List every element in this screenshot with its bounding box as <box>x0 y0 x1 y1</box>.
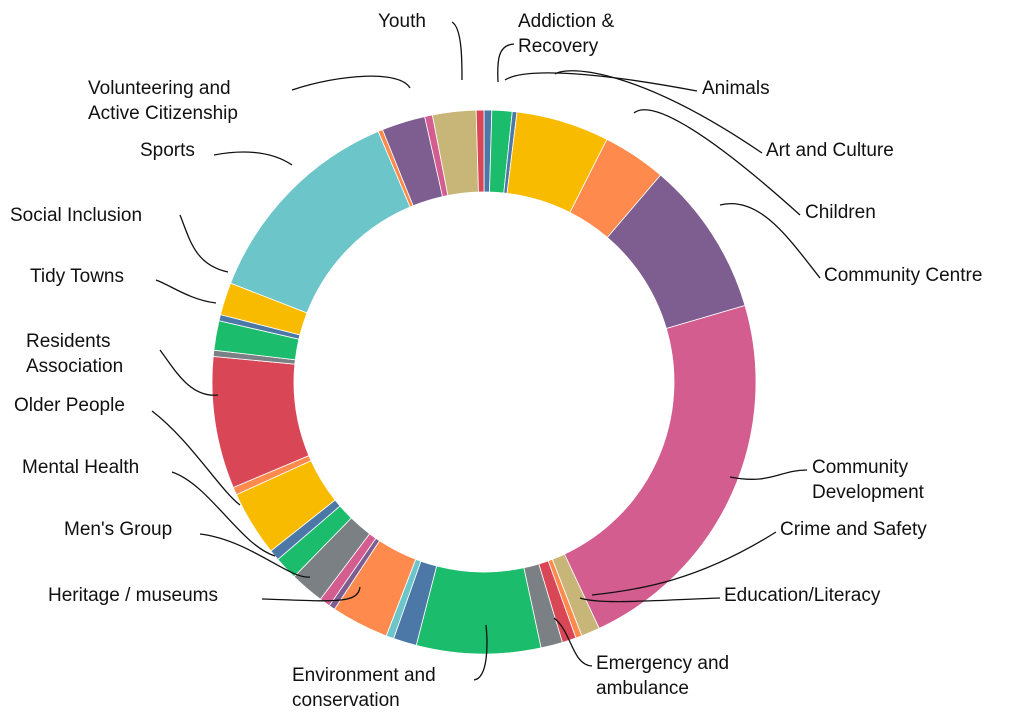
label-line: Education/Literacy <box>724 585 881 606</box>
leader-animals <box>504 72 698 92</box>
leader-lines <box>151 21 821 681</box>
label-line: Association <box>26 356 123 377</box>
leader-crime-and-safety <box>591 531 777 596</box>
leader-community-centre <box>719 202 821 279</box>
label-line: Volunteering and <box>88 78 231 99</box>
leader-sports <box>213 151 293 166</box>
label-education-literacy: Education/Literacy <box>724 585 881 606</box>
leader-social-inclusion <box>179 214 229 273</box>
label-crime-and-safety: Crime and Safety <box>780 519 927 540</box>
leader-environment-and-conservation <box>473 624 488 681</box>
label-social-inclusion: Social Inclusion <box>10 205 142 226</box>
label-men-s-group: Men's Group <box>64 519 172 540</box>
slice-community-development <box>563 304 757 629</box>
label-line: Community <box>812 457 909 478</box>
label-line: Crime and Safety <box>780 519 927 540</box>
label-line: Men's Group <box>64 519 172 540</box>
slice-sports <box>230 130 411 314</box>
label-volunteering-and-active-citizenship: Volunteering and Active Citizenship <box>88 78 238 124</box>
label-line: conservation <box>292 690 400 711</box>
label-tidy-towns: Tidy Towns <box>30 266 124 287</box>
label-children: Children <box>805 202 876 223</box>
leader-mental-health <box>171 471 276 557</box>
leader-older-people <box>151 410 241 506</box>
label-line: Community Centre <box>824 265 982 286</box>
label-line: Animals <box>702 78 770 99</box>
leader-men-s-group <box>199 533 311 578</box>
label-youth: Youth <box>378 11 426 32</box>
label-line: Heritage / museums <box>48 585 218 606</box>
leader-community-development <box>729 469 808 480</box>
slice-unlabeled-32 <box>475 109 485 193</box>
label-line: ambulance <box>596 678 689 699</box>
label-line: Mental Health <box>22 457 139 478</box>
leader-children <box>633 109 801 216</box>
label-emergency-and-ambulance: Emergency and ambulance <box>596 653 729 699</box>
label-sports: Sports <box>140 140 195 161</box>
label-line: Youth <box>378 11 426 32</box>
label-line: Development <box>812 482 925 503</box>
label-mental-health: Mental Health <box>22 457 139 478</box>
label-residents-association: Residents Association <box>26 331 123 377</box>
label-line: Residents <box>26 331 111 352</box>
label-addiction-recovery: Addiction & Recovery <box>518 11 614 57</box>
label-line: Addiction & <box>518 11 614 32</box>
label-line: Emergency and <box>596 653 729 674</box>
label-line: Art and Culture <box>766 140 894 161</box>
label-line: Social Inclusion <box>10 205 142 226</box>
leader-volunteering-and-active-citizenship <box>291 75 411 91</box>
slice-labels: Addiction & Recovery Animals Art and Cultur… <box>10 11 982 711</box>
label-line: Environment and <box>292 665 436 686</box>
label-community-development: Community Development <box>812 457 925 503</box>
label-line: Active Citizenship <box>88 103 238 124</box>
label-animals: Animals <box>702 78 770 99</box>
label-heritage-museums: Heritage / museums <box>48 585 218 606</box>
leader-emergency-and-ambulance <box>553 617 593 667</box>
label-line: Sports <box>140 140 195 161</box>
label-line: Tidy Towns <box>30 266 124 287</box>
leader-youth <box>451 21 463 81</box>
leader-education-literacy <box>579 597 721 603</box>
label-line: Recovery <box>518 36 599 57</box>
slice-environment-and-conservation <box>415 565 542 655</box>
label-community-centre: Community Centre <box>824 265 982 286</box>
label-environment-and-conservation: Environment and conservation <box>292 665 436 711</box>
leader-tidy-towns <box>155 279 217 304</box>
leader-residents-association <box>159 349 219 396</box>
leader-heritage-museums <box>261 586 361 602</box>
leader-art-and-culture <box>554 70 763 154</box>
label-older-people: Older People <box>14 395 125 416</box>
label-line: Older People <box>14 395 125 416</box>
label-line: Children <box>805 202 876 223</box>
leader-addiction-recovery <box>497 43 515 83</box>
label-art-and-culture: Art and Culture <box>766 140 894 161</box>
donut-slices <box>211 109 757 655</box>
